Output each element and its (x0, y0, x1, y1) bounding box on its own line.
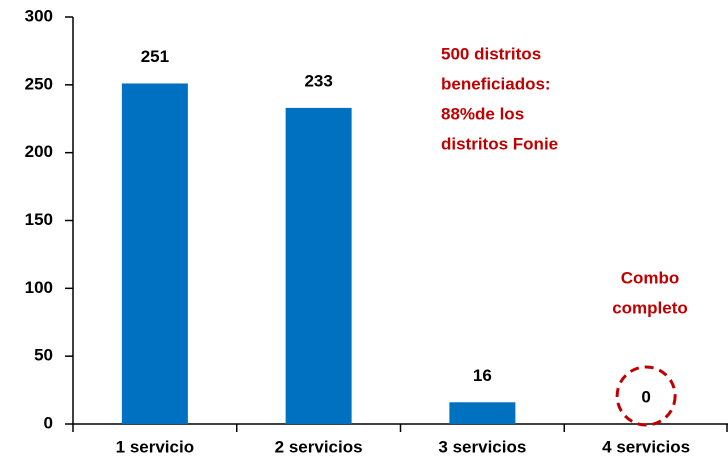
y-tick-label: 50 (34, 346, 53, 365)
data-label: 233 (304, 71, 332, 90)
y-tick-label: 150 (25, 210, 53, 229)
x-tick-label: 2 servicios (275, 437, 363, 456)
annotation: 500 distritos (441, 44, 541, 63)
data-label: 251 (141, 47, 169, 66)
data-label: 0 (641, 387, 650, 406)
x-tick-label: 1 servicio (116, 437, 194, 456)
y-tick-label: 200 (25, 142, 53, 161)
annotation: completo (612, 298, 688, 317)
y-tick-label: 0 (44, 413, 53, 432)
highlight-circle (615, 365, 677, 427)
annotation: 88%de los (441, 104, 524, 123)
bar (285, 107, 352, 424)
bar (121, 83, 188, 424)
y-tick-label: 100 (25, 278, 53, 297)
annotation: beneficiados: (441, 74, 551, 93)
annotation: distritos Fonie (441, 134, 558, 153)
annotation: Combo (621, 268, 680, 287)
x-tick-label: 3 servicios (438, 437, 526, 456)
bar (449, 402, 516, 424)
data-label: 16 (473, 366, 492, 385)
y-tick-label: 300 (25, 6, 53, 25)
x-tick-label: 4 servicios (602, 437, 690, 456)
y-tick-label: 250 (25, 74, 53, 93)
